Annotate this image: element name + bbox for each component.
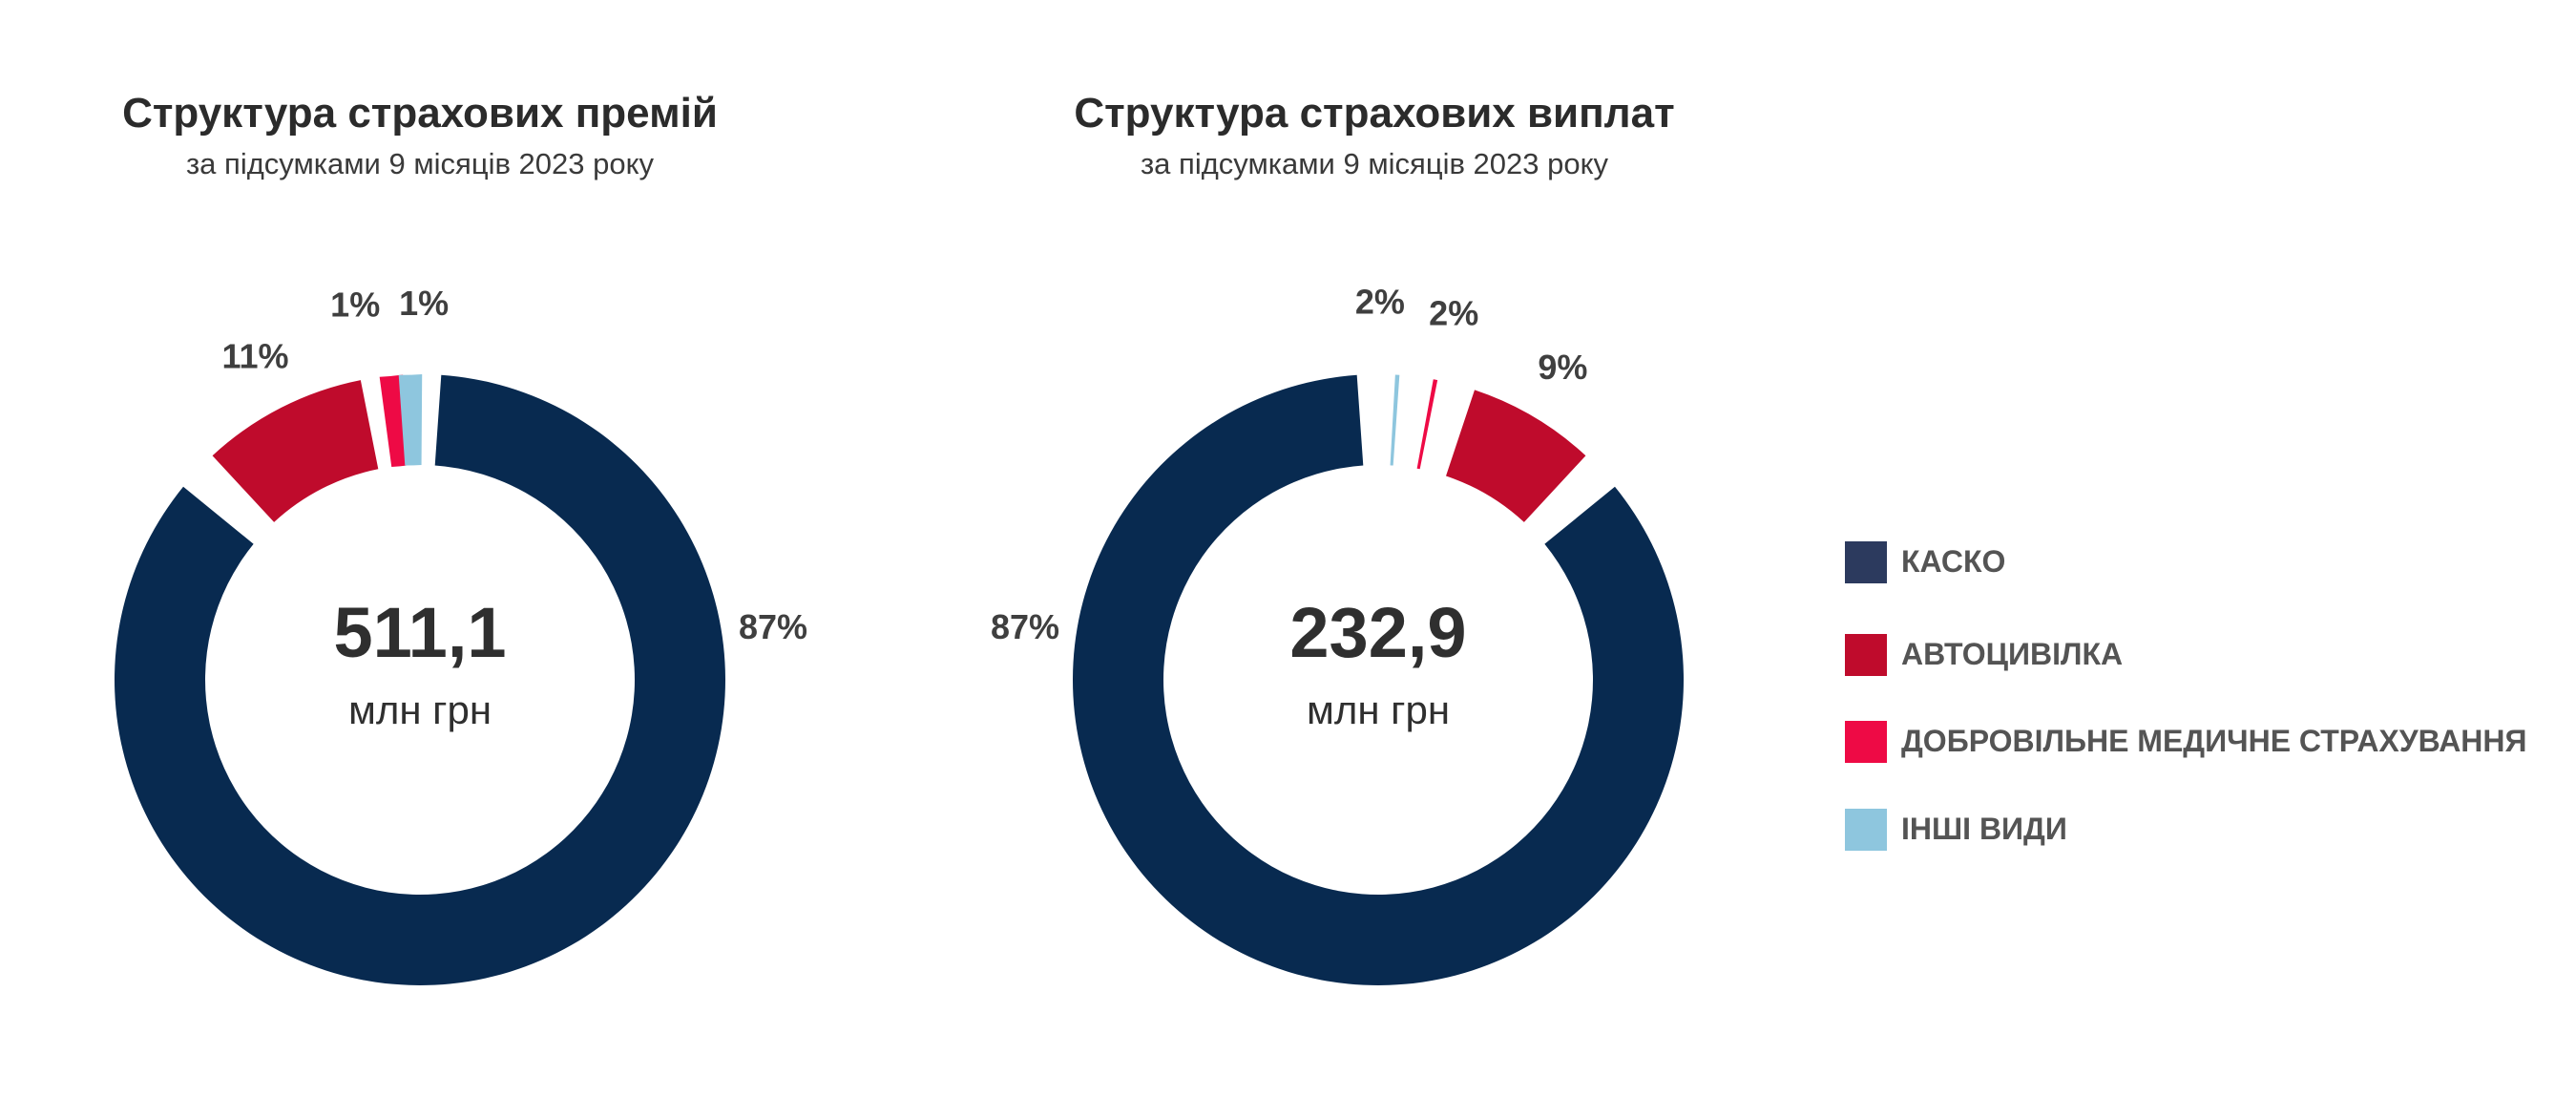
premiums-total-value: 511,1: [333, 593, 506, 672]
payouts-label-avtotsyvilka: 9%: [1538, 348, 1587, 387]
premiums-chart-title: Структура страхових премій: [122, 90, 718, 137]
legend-swatch-avtotsyvilka: [1845, 634, 1887, 676]
premiums-label-dms: 1%: [330, 285, 380, 325]
payouts-slice-kasko: [1072, 374, 1684, 986]
premiums-label-avtotsyvilka: 11%: [221, 336, 288, 375]
payouts-slice-labels: 87% 9% 2% 2%: [991, 283, 1587, 646]
payouts-chart-subtitle: за підсумками 9 місяців 2023 року: [1141, 147, 1609, 180]
payouts-slice-other: [1390, 374, 1400, 466]
legend-item-avtotsyvilka: АВТОЦИВІЛКА: [1845, 634, 2123, 676]
payouts-slice-dms: [1416, 379, 1438, 470]
payouts-label-kasko: 87%: [991, 607, 1059, 646]
legend-label-other: ІНШІ ВИДИ: [1901, 812, 2067, 846]
premiums-slices: [115, 374, 726, 986]
payouts-total-value: 232,9: [1289, 593, 1466, 672]
legend-label-avtotsyvilka: АВТОЦИВІЛКА: [1901, 637, 2123, 671]
legend-item-other: ІНШІ ВИДИ: [1845, 809, 2067, 851]
premiums-label-kasko: 87%: [739, 607, 807, 646]
premiums-label-other: 1%: [399, 284, 449, 323]
premiums-slice-avtotsyvilka: [212, 380, 379, 522]
legend-swatch-other: [1845, 809, 1887, 851]
legend-swatch-dms: [1845, 721, 1887, 763]
premiums-total-unit: млн грн: [348, 687, 492, 732]
payouts-chart-title: Структура страхових виплат: [1074, 90, 1674, 137]
chart-legend: КАСКО АВТОЦИВІЛКА ДОБРОВІЛЬНЕ МЕДИЧНЕ СТ…: [1845, 541, 2527, 851]
legend-label-dms: ДОБРОВІЛЬНЕ МЕДИЧНЕ СТРАХУВАННЯ: [1901, 724, 2527, 758]
premiums-slice-other: [398, 374, 423, 466]
premiums-slice-labels: 87% 11% 1% 1%: [221, 284, 807, 646]
premiums-slice-kasko: [115, 374, 726, 986]
legend-item-kasko: КАСКО: [1845, 541, 2005, 583]
payouts-label-other: 2%: [1355, 283, 1405, 322]
premiums-chart-subtitle: за підсумками 9 місяців 2023 року: [186, 147, 655, 180]
legend-swatch-kasko: [1845, 541, 1887, 583]
legend-item-dms: ДОБРОВІЛЬНЕ МЕДИЧНЕ СТРАХУВАННЯ: [1845, 721, 2527, 763]
payouts-total-unit: млн грн: [1307, 687, 1450, 732]
payouts-slices: [1072, 374, 1684, 986]
payouts-slice-avtotsyvilka: [1446, 390, 1586, 522]
legend-label-kasko: КАСКО: [1901, 544, 2005, 579]
payouts-donut-chart: Структура страхових виплат за підсумками…: [991, 90, 1684, 986]
payouts-label-dms: 2%: [1429, 294, 1478, 333]
premiums-donut-chart: Структура страхових премій за підсумками…: [115, 90, 807, 986]
